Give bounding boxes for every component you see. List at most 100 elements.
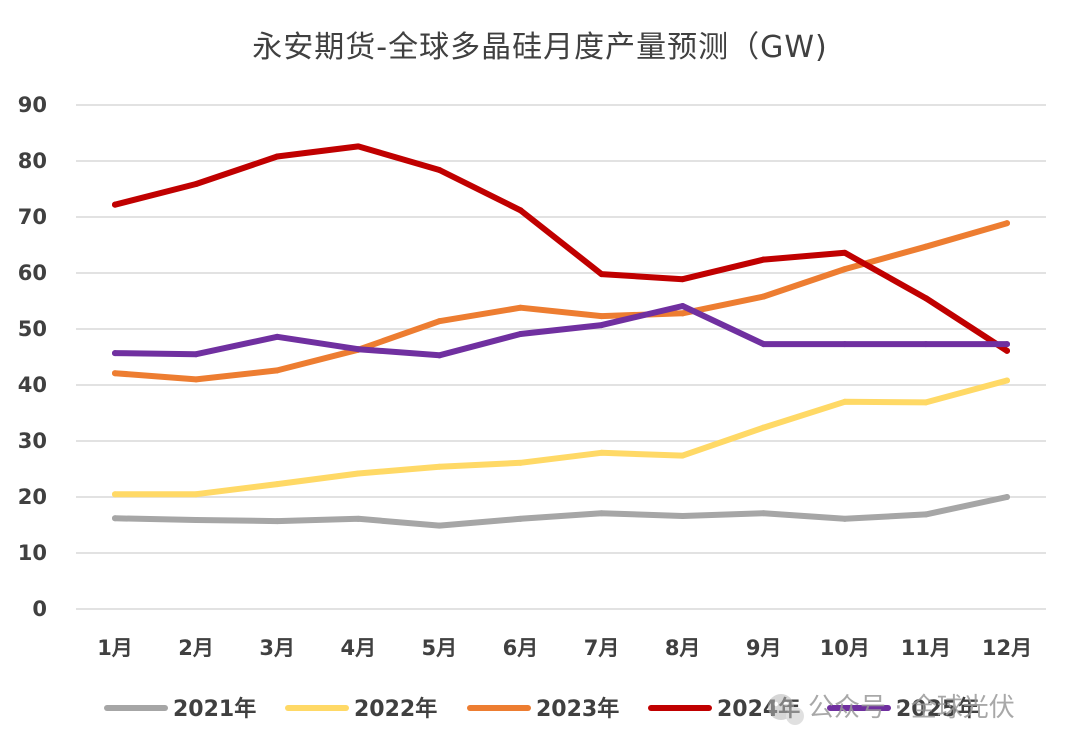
- data-point: [355, 143, 362, 150]
- data-point: [274, 518, 281, 525]
- x-tick-label: 8月: [665, 636, 701, 660]
- y-axis-ticks: 0 10 20 30 40 50 60 70 80 90: [18, 93, 47, 621]
- x-tick-label: 5月: [422, 636, 458, 660]
- wechat-logo-icon: [768, 694, 804, 725]
- y-tick-label: 10: [18, 541, 47, 565]
- data-point: [760, 341, 767, 348]
- data-point: [679, 303, 686, 310]
- data-point: [1004, 494, 1010, 500]
- series-line-2022年: [112, 377, 1010, 498]
- data-point: [598, 271, 605, 278]
- data-point: [193, 180, 200, 187]
- data-point: [193, 376, 200, 383]
- x-tick-label: 4月: [340, 636, 376, 660]
- data-point: [1004, 341, 1010, 348]
- data-point: [841, 398, 848, 405]
- y-tick-label: 70: [18, 205, 47, 229]
- data-point: [112, 491, 118, 498]
- x-tick-label: 6月: [503, 636, 539, 660]
- gridlines: [76, 104, 1046, 610]
- data-point: [679, 276, 686, 283]
- data-point: [679, 310, 686, 317]
- legend-label: 2025年: [896, 696, 979, 722]
- y-tick-label: 30: [18, 429, 47, 453]
- data-point: [517, 207, 524, 214]
- y-tick-label: 80: [18, 149, 47, 173]
- data-point: [274, 153, 281, 160]
- data-point: [841, 249, 848, 256]
- y-tick-label: 60: [18, 261, 47, 285]
- legend: 2021年 2022年 2023年 2024年 2025年: [104, 696, 979, 722]
- series-lines: [112, 143, 1010, 529]
- data-point: [598, 510, 605, 517]
- data-point: [436, 463, 443, 470]
- data-point: [274, 333, 281, 340]
- data-point: [112, 350, 118, 357]
- data-point: [841, 341, 848, 348]
- watermark: 公众号 · 全球光伏: [768, 693, 1015, 725]
- x-tick-label: 11月: [901, 636, 951, 660]
- data-point: [193, 351, 200, 358]
- data-point: [355, 346, 362, 353]
- series-line-2024年: [112, 143, 1010, 354]
- data-point: [922, 243, 929, 250]
- x-tick-label: 12月: [982, 636, 1032, 660]
- data-point: [436, 352, 443, 359]
- data-point: [112, 370, 118, 377]
- y-tick-label: 90: [18, 93, 47, 117]
- data-point: [436, 318, 443, 325]
- data-point: [760, 293, 767, 300]
- data-point: [517, 304, 524, 311]
- y-tick-label: 40: [18, 373, 47, 397]
- watermark-text: 公众号 · 全球光伏: [808, 693, 1015, 723]
- data-point: [841, 266, 848, 273]
- data-point: [112, 201, 118, 208]
- data-point: [598, 322, 605, 329]
- y-tick-label: 0: [32, 597, 47, 621]
- series-line-2023年: [112, 220, 1010, 383]
- data-point: [922, 511, 929, 518]
- series-line-2021年: [112, 494, 1010, 529]
- data-point: [274, 481, 281, 488]
- data-point: [760, 256, 767, 263]
- data-point: [355, 515, 362, 522]
- data-point: [1004, 377, 1010, 384]
- legend-label: 2021年: [173, 696, 256, 722]
- data-point: [193, 491, 200, 498]
- data-point: [679, 452, 686, 459]
- x-axis-ticks: 1月 2月 3月 4月 5月 6月 7月 8月 9月 10月 11月 12月: [97, 636, 1032, 660]
- data-point: [679, 513, 686, 520]
- data-point: [112, 515, 118, 522]
- data-point: [436, 166, 443, 173]
- data-point: [760, 424, 767, 431]
- data-point: [517, 331, 524, 338]
- data-point: [922, 341, 929, 348]
- x-tick-label: 9月: [746, 636, 782, 660]
- data-point: [355, 470, 362, 477]
- data-point: [193, 516, 200, 523]
- data-point: [598, 449, 605, 456]
- legend-label: 2022年: [354, 696, 437, 722]
- data-point: [841, 515, 848, 522]
- x-tick-label: 2月: [178, 636, 214, 660]
- x-tick-label: 3月: [259, 636, 295, 660]
- data-point: [922, 399, 929, 406]
- x-tick-label: 1月: [97, 636, 133, 660]
- data-point: [1004, 220, 1010, 227]
- series-line-2025年: [112, 303, 1010, 359]
- chart-title: 永安期货-全球多晶硅月度产量预测（GW): [252, 30, 828, 65]
- data-point: [517, 459, 524, 466]
- legend-label: 2023年: [536, 696, 619, 722]
- x-tick-label: 10月: [820, 636, 870, 660]
- y-tick-label: 20: [18, 485, 47, 509]
- data-point: [598, 313, 605, 320]
- data-point: [922, 295, 929, 302]
- data-point: [760, 510, 767, 517]
- x-tick-label: 7月: [584, 636, 620, 660]
- data-point: [436, 522, 443, 529]
- data-point: [1004, 347, 1010, 354]
- data-point: [517, 515, 524, 522]
- data-point: [274, 367, 281, 374]
